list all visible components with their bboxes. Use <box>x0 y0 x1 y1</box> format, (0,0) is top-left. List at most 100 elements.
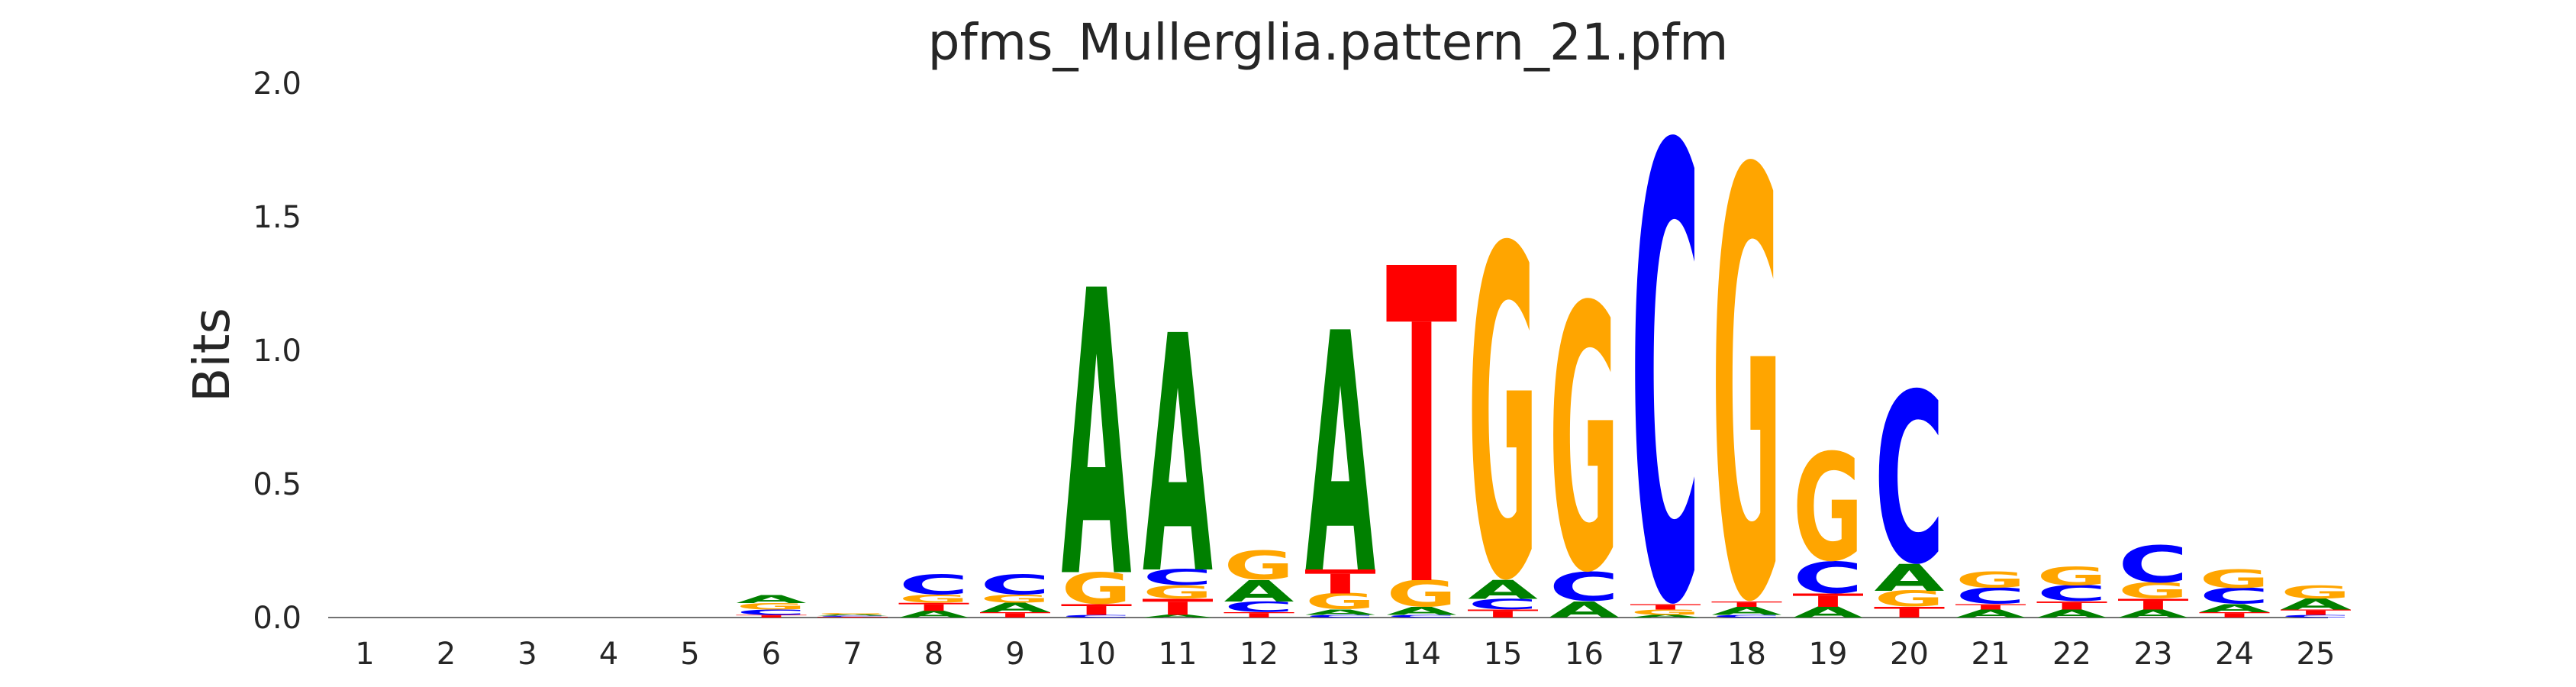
logo-letter-A: A <box>1549 598 1620 623</box>
logo-letter-T <box>1143 598 1213 615</box>
logo-letter-A: A <box>1630 614 1701 619</box>
y-tick-label: 1.0 <box>253 334 301 369</box>
x-tick-label: 21 <box>1971 637 2010 672</box>
logo-letter-T <box>1061 604 1132 615</box>
logo-letter-A: A <box>899 609 969 620</box>
logo-letter-G: G <box>2281 582 2351 603</box>
logo-letter-G: G <box>2200 565 2270 594</box>
logo-letter-C: C <box>2037 582 2107 607</box>
logo-letter-T <box>1711 602 1782 607</box>
logo-letter-G: G <box>817 612 888 614</box>
chart-title: pfms_Mullerglia.pattern_21.pfm <box>928 13 1729 72</box>
logo-letter-T <box>1386 265 1457 580</box>
logo-letter-T <box>1955 604 2026 610</box>
x-tick-label: 6 <box>762 637 781 672</box>
logo-letter-G: G <box>1875 587 1945 612</box>
logo-letter-A: A <box>1143 267 1214 647</box>
logo-letter-A: A <box>817 614 888 616</box>
logo-letter-A: A <box>1143 614 1213 619</box>
logo-letter-C: C <box>2200 584 2270 609</box>
logo-letter-T <box>1793 593 1863 607</box>
y-tick-label: 1.5 <box>253 200 301 235</box>
y-axis-label: Bits <box>182 308 241 402</box>
logo-letter-A: A <box>1793 604 1863 621</box>
logo-letter-A: A <box>2200 602 2271 615</box>
logo-letter-C: C <box>899 569 969 601</box>
logo-letter-A: A <box>2118 608 2189 621</box>
logo-letter-C: C <box>1224 599 1294 616</box>
logo-letter-C: C <box>1793 553 1863 603</box>
logo-letter-A: A <box>2037 608 2108 621</box>
logo-letter-G: G <box>2118 579 2188 604</box>
logo-letter-C: C <box>1387 614 1457 618</box>
logo-letter-T <box>1305 569 1375 594</box>
logo-letter-T <box>980 612 1050 618</box>
x-tick-label: 9 <box>1005 637 1024 672</box>
x-tick-label: 7 <box>843 637 862 672</box>
logo-letter-G: G <box>1955 568 2026 593</box>
y-axis-ticks: 0.0 0.5 1.0 1.5 2.0 <box>253 66 301 636</box>
x-tick-label: 11 <box>1159 637 1198 672</box>
logo-letter-T <box>898 602 969 611</box>
logo-letter-C: C <box>2281 614 2351 618</box>
x-tick-label: 20 <box>1890 637 1929 672</box>
logo-letter-G: G <box>1062 564 1132 614</box>
y-tick-label: 2.0 <box>253 66 301 102</box>
logo-letter-C: C <box>1630 20 1701 687</box>
logo-letter-G: G <box>1549 231 1620 653</box>
logo-letter-T <box>2199 612 2270 618</box>
x-tick-label: 22 <box>2052 637 2091 672</box>
x-tick-label: 15 <box>1484 637 1523 672</box>
y-tick-label: 0.5 <box>253 467 301 502</box>
x-tick-label: 25 <box>2297 637 2336 672</box>
logo-letter-A: A <box>1387 605 1458 618</box>
logo-letter-G: G <box>1468 156 1538 681</box>
x-axis-ticks: 1 2 3 4 5 6 7 8 9 10 11 12 13 14 15 16 17 18 19 20 21 22 23 24 2… <box>355 637 2335 672</box>
x-tick-label: 19 <box>1809 637 1848 672</box>
x-tick-label: 1 <box>355 637 374 672</box>
logo-letter-C: C <box>1305 614 1375 618</box>
x-tick-label: 8 <box>924 637 943 672</box>
logo-letter-C: C <box>1062 614 1132 618</box>
logo-letter-G: G <box>1712 51 1782 687</box>
logo-letter-A: A <box>1712 605 1783 618</box>
logo-letter-C: C <box>980 569 1050 601</box>
logo-letter-T <box>1468 609 1538 618</box>
logo-letter-A: A <box>1062 208 1133 665</box>
logo-letter-A: A <box>737 592 808 605</box>
logo-letter-G: G <box>980 592 1050 605</box>
logo-letter-A: A <box>1305 263 1376 647</box>
logo-letter-G: G <box>737 601 807 611</box>
logo-letter-T <box>1224 612 1294 618</box>
logo-letter-G: G <box>1143 582 1213 603</box>
logo-letter-T <box>2118 598 2188 610</box>
logo-letter-G: G <box>1387 573 1457 615</box>
logo-letter-G: G <box>899 592 969 605</box>
x-tick-label: 17 <box>1646 637 1685 672</box>
x-tick-label: 23 <box>2134 637 2173 672</box>
logo-letter-A: A <box>1305 608 1375 617</box>
logo-letter-A: A <box>1875 557 1945 600</box>
logo-letter-C: C <box>1712 614 1782 618</box>
logo-letter-T <box>817 616 888 618</box>
logo-letter-A: A <box>980 601 1050 616</box>
logo-letter-C: C <box>1143 566 1213 591</box>
x-tick-label: 18 <box>1727 637 1766 672</box>
logo-letter-G: G <box>1305 589 1375 614</box>
x-tick-label: 12 <box>1240 637 1278 672</box>
logo-letter-C: C <box>2118 535 2188 594</box>
x-tick-label: 13 <box>1321 637 1360 672</box>
logo-letter-C: C <box>1468 596 1538 613</box>
logo-letter-C: C <box>1955 584 2026 609</box>
logo-letter-T <box>1630 604 1701 610</box>
logo-letter-A: A <box>2281 596 2351 613</box>
x-tick-label: 3 <box>517 637 537 672</box>
logo-letter-C: C <box>1549 564 1620 610</box>
x-tick-label: 5 <box>680 637 699 672</box>
logo-letter-C: C <box>737 608 807 617</box>
x-tick-label: 24 <box>2215 637 2254 672</box>
logo-letter-T <box>2281 609 2351 615</box>
x-tick-label: 4 <box>599 637 618 672</box>
